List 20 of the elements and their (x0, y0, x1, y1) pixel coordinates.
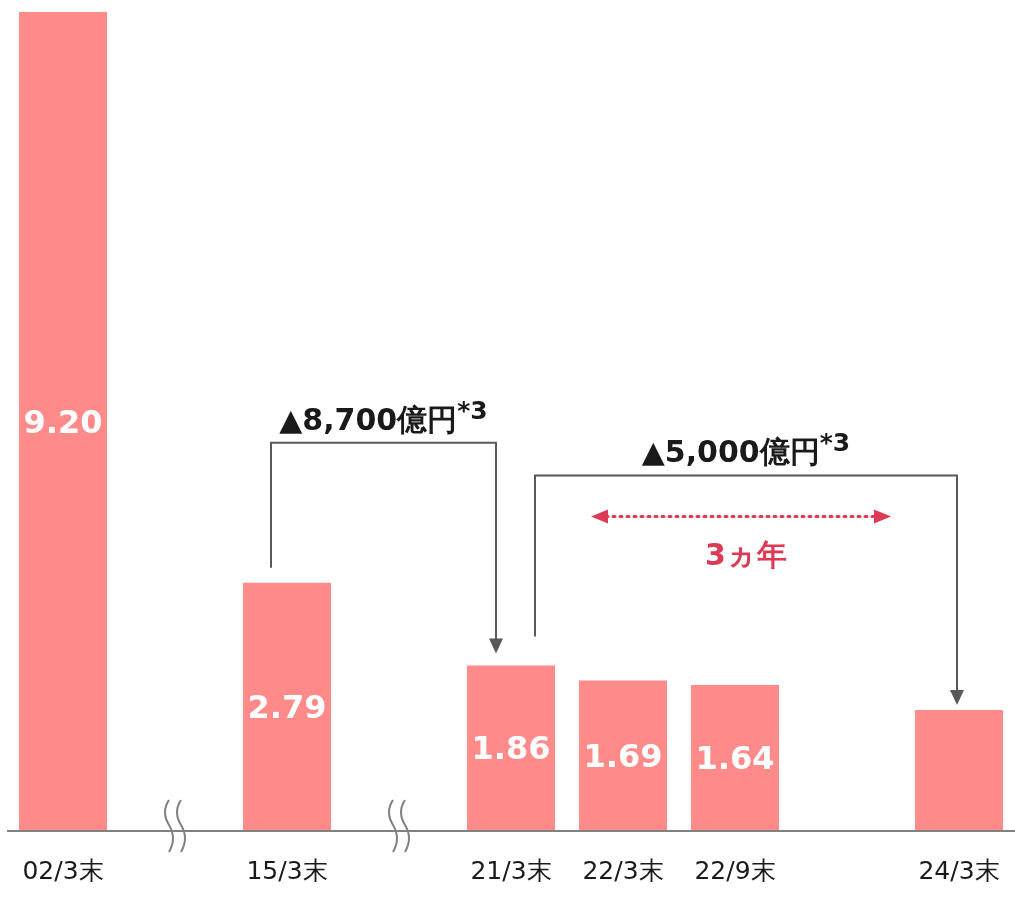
x-tick-label: 15/3末 (246, 855, 328, 885)
data-label: 2.79 (247, 687, 327, 726)
annotation: ▲5,000億円$^{*3}$ (640, 427, 852, 471)
bar (243, 582, 331, 831)
data-label: 9.20 (23, 402, 103, 441)
data-label: 1.86 (471, 729, 551, 768)
x-tick-label: 24/3末 (918, 855, 1000, 885)
bar (19, 12, 107, 831)
data-label: 1.64 (695, 739, 775, 777)
x-tick-label: 21/3末 (470, 855, 552, 885)
bar (915, 709, 1003, 831)
data-label: 1.69 (583, 736, 663, 775)
x-tick-label: 02/3末 (22, 855, 104, 885)
x-tick-label: 22/3末 (582, 855, 664, 885)
bar (691, 685, 779, 831)
bar (579, 680, 667, 831)
annotation: ▲8,700億円$^{*3}$ (278, 394, 489, 438)
annotation: 3ヵ年 (704, 537, 788, 574)
bar (467, 665, 555, 831)
x-tick-label: 22/9末 (694, 855, 776, 885)
